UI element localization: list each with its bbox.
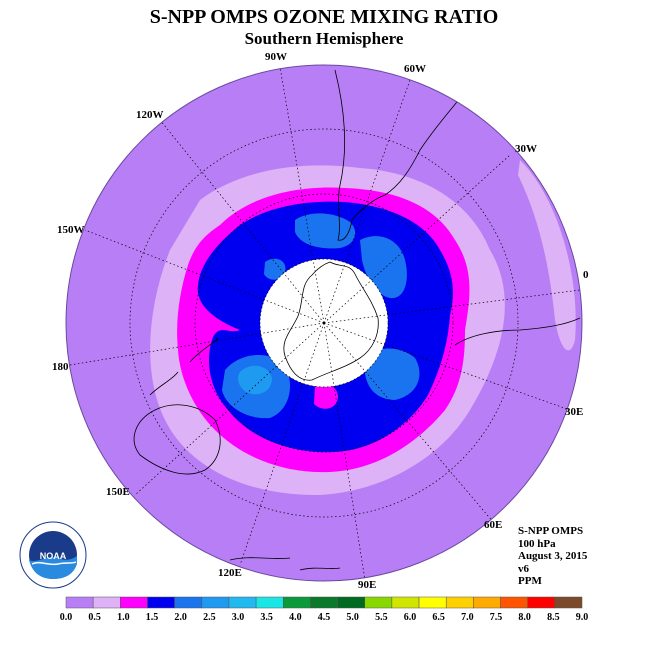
lon-label-30e: 30E — [565, 406, 583, 418]
legend-tick-label: 3.5 — [260, 612, 273, 623]
antarctica-coast — [283, 261, 379, 381]
graticule — [69, 66, 581, 581]
legend-tick-label: 2.5 — [203, 612, 216, 623]
legend-tick-label: 2.0 — [174, 612, 187, 623]
australia-coast — [133, 404, 221, 475]
polar-ozone-map: 90W 60W 30W 0 30E 60E 90E 120E 150E 180 … — [52, 51, 589, 590]
legend-tick-label: 0.5 — [88, 612, 101, 623]
longitude-labels: 90W 60W 30W 0 30E 60E 90E 120E 150E 180 … — [52, 51, 589, 590]
legend-tick-label: 6.5 — [432, 612, 445, 623]
legend-color-box — [92, 596, 121, 609]
legend-tick-label: 5.0 — [346, 612, 359, 623]
legend-tick-label: 8.5 — [547, 612, 560, 623]
legend-tick-label: 8.0 — [518, 612, 531, 623]
lon-label-60e: 60E — [484, 519, 502, 531]
noaa-logo: NOAA — [19, 521, 87, 589]
legend-tick-label: 4.0 — [289, 612, 302, 623]
contour-level-0.5-1.0-east — [518, 160, 576, 351]
legend-color-box — [500, 596, 528, 609]
legend-color-box — [445, 596, 474, 609]
lon-label-150e: 150E — [106, 486, 130, 498]
legend-color-box — [65, 596, 94, 609]
legend-color-box — [391, 596, 420, 609]
legend-tick-label: 5.5 — [375, 612, 388, 623]
legend-tick-label: 1.5 — [146, 612, 159, 623]
lon-label-120e: 120E — [218, 567, 242, 579]
chart-subtitle: Southern Hemisphere — [244, 29, 404, 48]
noaa-logo-text: NOAA — [40, 551, 67, 561]
legend-color-box — [283, 596, 311, 609]
legend-color-box — [337, 596, 365, 609]
legend-color-box — [418, 596, 447, 609]
legend-tick-label: 0.0 — [60, 612, 73, 623]
legend-color-box — [527, 596, 556, 609]
legend-color-boxes — [65, 596, 583, 609]
legend-tick-label: 4.5 — [318, 612, 331, 623]
info-version: v6 — [518, 562, 529, 575]
legend-tick-label: 6.0 — [404, 612, 417, 623]
legend-tick-label: 9.0 — [576, 612, 589, 623]
legend-color-box — [174, 596, 203, 609]
lon-label-120w: 120W — [136, 109, 164, 121]
indonesia-coast — [229, 557, 341, 571]
contour-level-2.0-2.5-a — [295, 213, 356, 249]
contour-level-2.5-3.0 — [238, 365, 272, 395]
lon-label-150w: 150W — [57, 224, 85, 236]
lon-label-180: 180 — [52, 361, 69, 373]
legend-tick-label: 7.5 — [490, 612, 503, 623]
contour-level-2.0-2.5-c — [264, 258, 286, 280]
info-instrument: S-NPP OMPS — [518, 525, 584, 537]
legend-color-box — [310, 596, 338, 609]
legend-color-box — [228, 596, 257, 609]
info-units: PPM — [518, 575, 542, 587]
map-disk — [66, 65, 582, 581]
legend-tick-label: 1.0 — [117, 612, 130, 623]
map-border — [65, 64, 583, 582]
legend-color-box — [473, 596, 501, 609]
legend-color-box — [201, 596, 230, 609]
coastlines — [133, 69, 581, 571]
lon-label-90w: 90W — [265, 51, 287, 63]
legend-tick-labels: 0.0 0.5 1.0 1.5 2.0 2.5 3.0 3.5 4.0 4.5 5.0 5.5 6.0 6… — [60, 612, 589, 623]
legend-color-box — [554, 596, 583, 609]
color-legend: 0.0 0.5 1.0 1.5 2.0 2.5 3.0 3.5 4.0 4.5 5.0 5.5 6.0 6… — [60, 596, 589, 623]
legend-color-box — [255, 596, 284, 609]
lon-label-90e: 90E — [358, 579, 376, 590]
lon-label-0: 0 — [583, 269, 589, 281]
info-panel: S-NPP OMPS 100 hPa August 3, 2015 v6 PPM — [518, 525, 587, 588]
new-zealand-coast — [149, 337, 219, 396]
legend-color-box — [147, 596, 175, 609]
legend-tick-label: 7.0 — [461, 612, 474, 623]
lon-label-60w: 60W — [404, 63, 426, 75]
legend-tick-label: 3.0 — [232, 612, 245, 623]
chart-title: S-NPP OMPS OZONE MIXING RATIO — [149, 6, 499, 28]
info-date: August 3, 2015 — [518, 550, 588, 562]
south-pole-marker — [322, 321, 326, 325]
africa-coast — [454, 317, 581, 346]
contour-level-1.0-1.5-spur — [314, 383, 338, 409]
south-america-coast — [334, 69, 471, 241]
info-pressure: 100 hPa — [518, 537, 556, 550]
legend-color-box — [364, 596, 393, 609]
legend-color-box — [120, 596, 148, 609]
lon-label-30w: 30W — [515, 143, 537, 155]
